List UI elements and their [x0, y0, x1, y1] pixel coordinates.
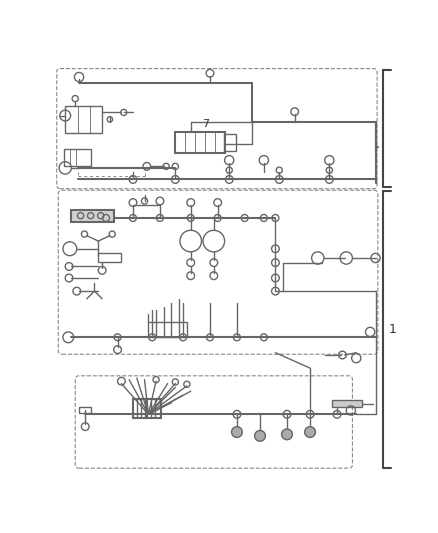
Circle shape — [304, 426, 315, 438]
Circle shape — [231, 426, 242, 438]
Circle shape — [254, 431, 265, 441]
Bar — [133, 399, 146, 418]
Circle shape — [281, 429, 292, 440]
Bar — [148, 322, 187, 337]
Bar — [64, 149, 90, 166]
Text: 7: 7 — [202, 119, 209, 129]
Bar — [146, 399, 160, 418]
Bar — [331, 400, 362, 407]
Bar — [223, 134, 236, 151]
Bar — [98, 253, 121, 262]
Bar — [71, 210, 113, 222]
Text: 1: 1 — [388, 323, 396, 336]
Bar — [65, 106, 102, 133]
Bar — [79, 407, 91, 413]
Bar — [175, 132, 225, 154]
